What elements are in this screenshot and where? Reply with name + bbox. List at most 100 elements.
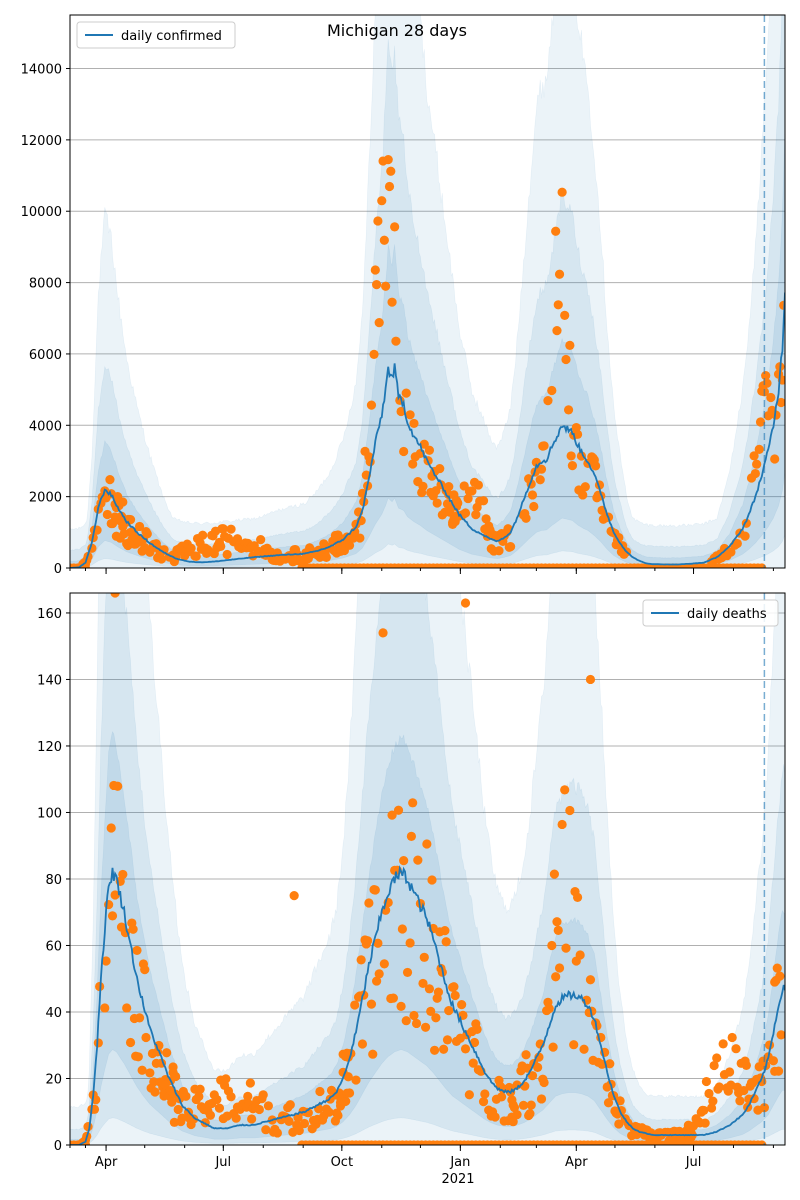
observed-point: [195, 1084, 205, 1094]
legend: daily deaths: [642, 599, 779, 627]
observed-point: [162, 1048, 172, 1058]
x-tick-label: Jul: [685, 1155, 702, 1170]
observed-point: [535, 475, 545, 485]
observed-point: [490, 1112, 500, 1122]
observed-point: [614, 1119, 624, 1129]
observed-point: [226, 1092, 236, 1102]
observed-point: [467, 486, 477, 496]
observed-point: [464, 1090, 474, 1100]
observed-point: [552, 917, 562, 927]
observed-point: [739, 1085, 749, 1096]
observed-point: [509, 1103, 520, 1113]
observed-point: [775, 971, 785, 981]
observed-point: [422, 839, 432, 849]
observed-point: [324, 1107, 334, 1117]
y-tick-label: 8000: [29, 277, 62, 292]
observed-point: [194, 1091, 204, 1102]
observed-point: [553, 300, 563, 310]
observed-point: [700, 1118, 710, 1128]
observed-point: [569, 1040, 579, 1050]
observed-point: [543, 396, 553, 406]
observed-point: [384, 181, 395, 192]
observed-point: [726, 547, 736, 557]
observed-point: [708, 1096, 718, 1106]
observed-point: [449, 982, 459, 992]
observed-point: [216, 541, 226, 551]
observed-point: [177, 1113, 187, 1123]
observed-point: [565, 340, 575, 351]
observed-point: [494, 546, 504, 556]
observed-point: [218, 524, 228, 534]
observed-point: [396, 406, 406, 417]
uncertainty-band: [70, 593, 785, 1145]
observed-point: [718, 1039, 728, 1049]
observed-point: [245, 1078, 255, 1088]
observed-point: [285, 1100, 295, 1110]
observed-point: [427, 875, 437, 885]
observed-point: [128, 924, 138, 934]
observed-point: [418, 481, 428, 491]
observed-point: [221, 1074, 231, 1084]
observed-point: [731, 1044, 741, 1054]
observed-point: [321, 552, 331, 562]
observed-point: [539, 1077, 549, 1088]
observed-point: [379, 959, 389, 969]
legend: daily confirmed: [76, 21, 236, 49]
axes-frame: [69, 14, 786, 569]
observed-point: [401, 388, 411, 398]
observed-point: [214, 1103, 225, 1113]
y-tick-label: 10000: [21, 205, 62, 220]
legend-box: [76, 21, 236, 49]
observed-point: [125, 1037, 136, 1048]
observed-point: [122, 1003, 132, 1013]
observed-point: [521, 513, 531, 523]
observed-point: [429, 1045, 440, 1055]
observed-point: [551, 972, 561, 982]
observed-point: [408, 459, 418, 469]
x-tick-label: Apr: [95, 1155, 118, 1170]
observed-point: [704, 1088, 714, 1099]
observed-point: [527, 1071, 538, 1081]
observed-point: [140, 965, 150, 975]
observed-point: [554, 963, 565, 973]
y-tick-label: 0: [54, 562, 62, 577]
observed-point: [399, 446, 409, 457]
observed-point: [373, 938, 383, 948]
observed-point: [405, 938, 415, 948]
y-tick-label: 14000: [21, 63, 62, 78]
observed-point: [344, 540, 355, 550]
observed-point: [709, 1060, 719, 1071]
observed-point: [390, 222, 400, 232]
observed-point: [591, 461, 601, 471]
observed-point: [118, 497, 128, 507]
observed-point: [132, 945, 142, 956]
observed-point: [343, 1072, 353, 1082]
y-tick-label: 60: [45, 939, 62, 954]
observed-point: [585, 975, 596, 985]
observed-point: [481, 514, 491, 524]
observed-point: [444, 489, 454, 500]
observed-point: [134, 521, 145, 532]
observed-point: [141, 1032, 151, 1043]
y-tick-label: 12000: [21, 134, 62, 149]
y-tick-label: 80: [45, 873, 62, 888]
observed-point: [231, 1113, 241, 1123]
observed-point: [137, 1065, 147, 1075]
observed-point: [478, 1097, 489, 1107]
observed-point: [101, 956, 111, 966]
observed-point: [732, 538, 742, 549]
observed-point: [191, 551, 201, 561]
observed-points: [70, 593, 785, 1145]
observed-point: [289, 891, 299, 901]
observed-point: [776, 397, 785, 408]
x-tick-label: Jul: [214, 1155, 231, 1170]
x-tick-label: Jan: [449, 1155, 470, 1170]
observed-point: [536, 464, 547, 474]
observed-point: [460, 598, 471, 608]
observed-point: [544, 1004, 554, 1014]
observed-point: [315, 1086, 325, 1097]
y-tick-label: 100: [37, 806, 62, 821]
observed-point: [539, 441, 549, 451]
observed-point: [377, 196, 387, 206]
observed-point: [460, 508, 471, 518]
